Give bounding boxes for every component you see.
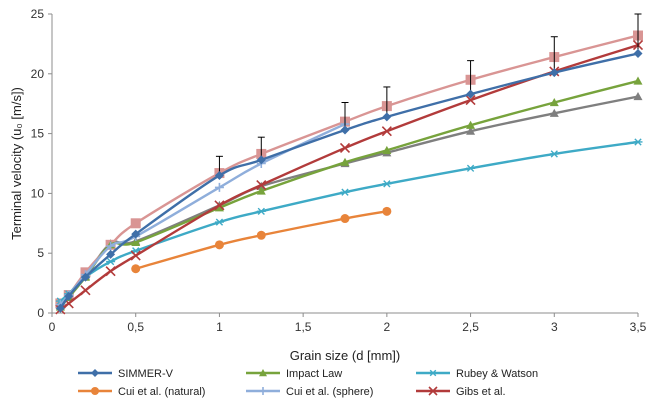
legend-label: Cui et al. (sphere) bbox=[286, 386, 373, 398]
legend-swatch-marker bbox=[429, 369, 437, 377]
data-point bbox=[466, 126, 476, 135]
data-point bbox=[340, 157, 350, 166]
data-point bbox=[106, 257, 116, 266]
y-tick-label: 25 bbox=[31, 7, 45, 21]
data-point bbox=[340, 125, 350, 135]
x-axis-title: Grain size (d [mm]) bbox=[290, 348, 401, 363]
x-tick-label: 3 bbox=[551, 320, 558, 334]
data-point bbox=[214, 170, 224, 180]
error-bar bbox=[467, 60, 475, 95]
data-point bbox=[633, 138, 643, 146]
legend: SIMMER-V Impact Law Rubey & Watson Cui et a… bbox=[78, 368, 538, 398]
data-point bbox=[214, 182, 224, 192]
series-gibs-et-al bbox=[55, 40, 644, 315]
data-point bbox=[466, 120, 476, 129]
data-point bbox=[256, 230, 266, 240]
error-bar bbox=[341, 102, 349, 131]
data-point bbox=[633, 92, 643, 101]
series-line bbox=[59, 34, 639, 305]
data-point bbox=[131, 264, 141, 274]
data-point bbox=[339, 142, 351, 154]
data-point bbox=[382, 145, 392, 154]
legend-item-rubey-watson: Rubey & Watson bbox=[416, 368, 538, 380]
x-tick-label: 0,5 bbox=[127, 320, 144, 334]
legend-item-simmer-v: SIMMER-V bbox=[78, 368, 174, 380]
legend-item-impact-law: Impact Law bbox=[246, 368, 342, 380]
data-point bbox=[549, 98, 559, 107]
data-point bbox=[214, 203, 224, 212]
series-simmer-v bbox=[55, 13, 643, 313]
data-point bbox=[256, 155, 266, 165]
legend-label: SIMMER-V bbox=[118, 368, 174, 380]
data-point bbox=[130, 250, 141, 261]
data-point bbox=[106, 249, 116, 259]
legend-swatch-marker bbox=[259, 387, 267, 395]
data-point bbox=[382, 206, 392, 216]
data-point bbox=[105, 266, 116, 277]
x-tick-label: 2 bbox=[384, 320, 391, 334]
x-tick-label: 1 bbox=[216, 320, 223, 334]
data-point bbox=[214, 200, 225, 211]
y-tick-label: 15 bbox=[31, 127, 45, 141]
y-tick-label: 20 bbox=[31, 67, 45, 81]
data-point bbox=[340, 188, 350, 196]
data-point bbox=[465, 95, 476, 106]
axes bbox=[51, 14, 638, 314]
legend-swatch-marker bbox=[91, 387, 99, 395]
data-point bbox=[466, 164, 476, 172]
x-tick-labels: 0 0,5 1 1,5 2 2,5 3 3,5 bbox=[49, 313, 647, 334]
data-point bbox=[80, 285, 91, 296]
data-point bbox=[130, 218, 141, 229]
error-bar bbox=[383, 86, 391, 117]
data-point bbox=[549, 150, 559, 158]
data-point bbox=[549, 108, 559, 117]
y-axis-title: Terminal velocity (u₀ [m/s]) bbox=[9, 87, 24, 240]
data-point bbox=[382, 112, 392, 122]
data-point bbox=[214, 240, 224, 250]
data-point bbox=[466, 89, 476, 99]
legend-item-cui-et-al-natural: Cui et al. (natural) bbox=[78, 386, 205, 398]
x-tick-label: 2,5 bbox=[462, 320, 479, 334]
data-point bbox=[256, 186, 266, 195]
data-point bbox=[131, 229, 141, 239]
series-line bbox=[59, 52, 639, 309]
x-tick-label: 0 bbox=[49, 320, 56, 334]
data-point bbox=[256, 207, 266, 215]
data-point bbox=[381, 126, 392, 137]
error-bar bbox=[550, 36, 558, 73]
data-point bbox=[55, 303, 65, 313]
y-tick-labels: 0 5 10 15 20 25 bbox=[31, 7, 52, 320]
data-point bbox=[131, 237, 141, 247]
legend-label: Gibs et al. bbox=[456, 386, 506, 398]
legend-item-gibs-et-al: Gibs et al. bbox=[416, 386, 506, 398]
y-tick-label: 0 bbox=[37, 306, 44, 320]
data-point bbox=[64, 291, 74, 301]
legend-label: Cui et al. (natural) bbox=[118, 386, 205, 398]
legend-swatch-marker bbox=[428, 386, 438, 396]
legend-swatch-marker bbox=[259, 369, 267, 377]
y-tick-label: 5 bbox=[37, 246, 44, 260]
data-point bbox=[80, 272, 90, 282]
legend-item-cui-et-al-sphere: Cui et al. (sphere) bbox=[246, 386, 373, 398]
data-point bbox=[340, 214, 350, 224]
data-point bbox=[549, 68, 559, 78]
error-bar bbox=[634, 13, 642, 54]
x-tick-label: 1,5 bbox=[295, 320, 312, 334]
data-point bbox=[633, 48, 643, 58]
data-point bbox=[382, 180, 392, 188]
series-cui-et-al-natural bbox=[131, 206, 392, 274]
legend-label: Rubey & Watson bbox=[456, 368, 538, 380]
series-layer bbox=[55, 13, 644, 315]
x-tick-label: 3,5 bbox=[630, 320, 647, 334]
data-point bbox=[214, 218, 224, 226]
data-point bbox=[633, 76, 643, 85]
data-point bbox=[106, 241, 116, 251]
y-tick-label: 10 bbox=[31, 186, 45, 200]
data-point bbox=[256, 179, 267, 191]
legend-swatch-marker bbox=[91, 369, 99, 377]
series-line bbox=[59, 43, 639, 311]
legend-label: Impact Law bbox=[286, 368, 342, 380]
